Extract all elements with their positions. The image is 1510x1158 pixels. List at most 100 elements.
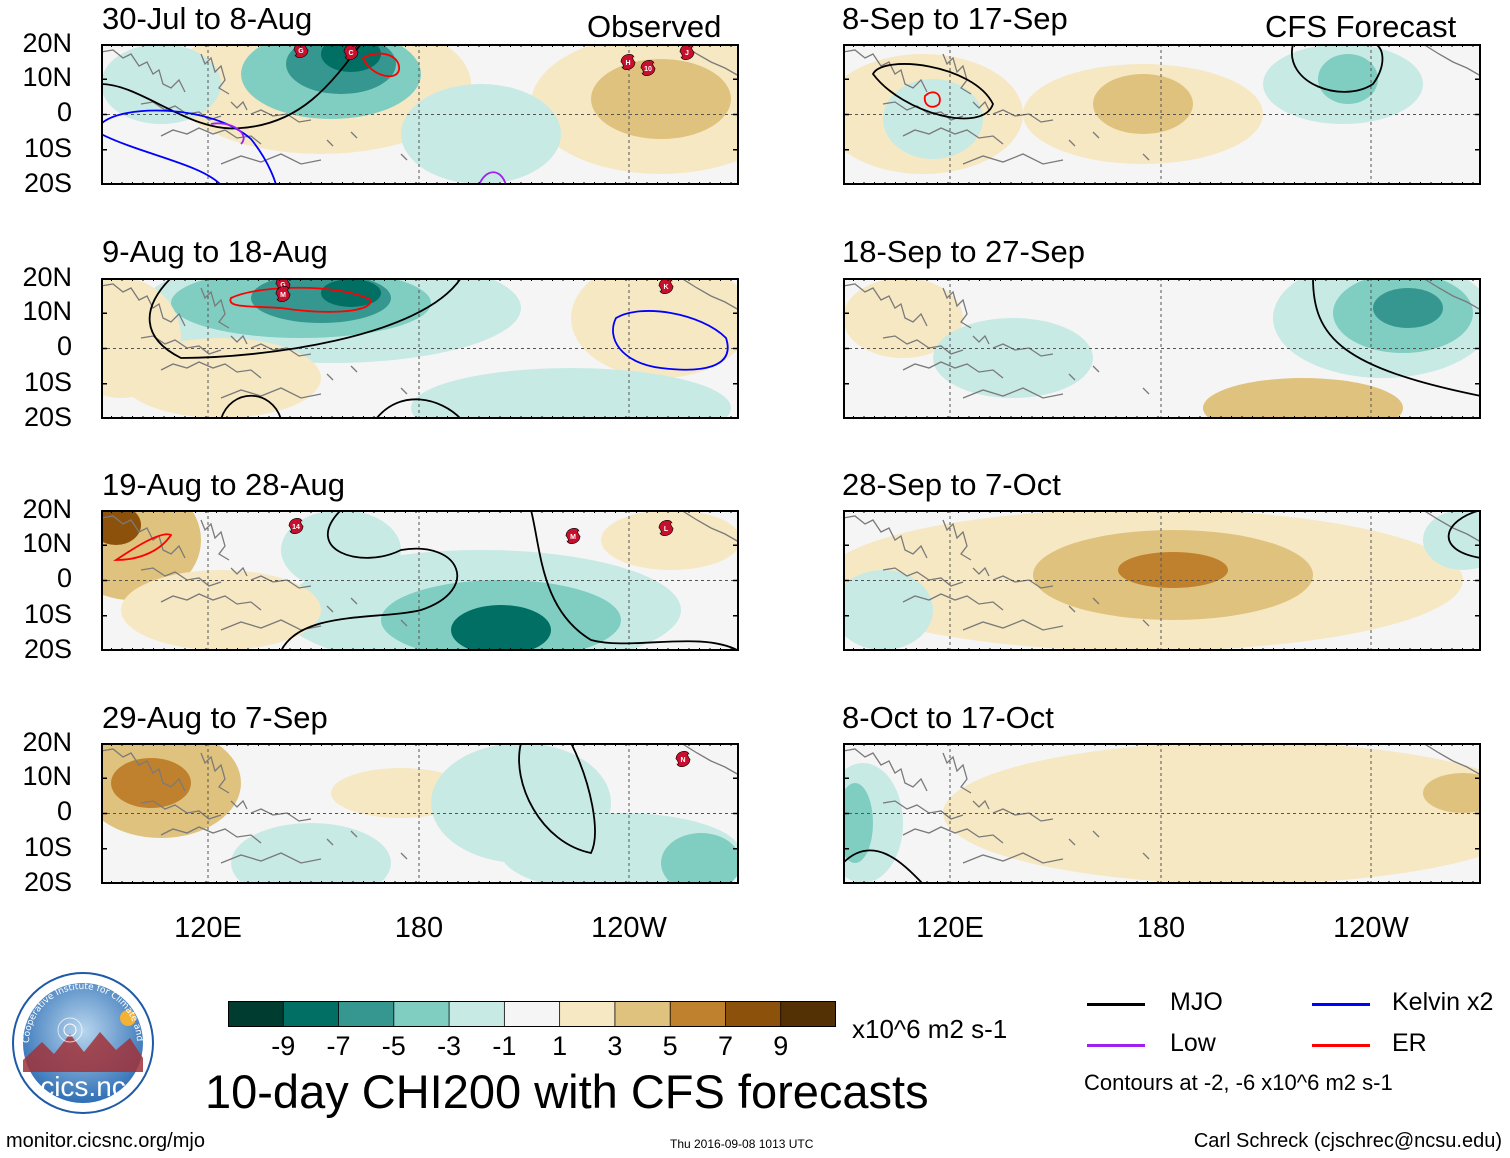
- coastline: [902, 826, 1004, 844]
- colorbar-tick-label: -9: [271, 1031, 296, 1061]
- coastline: [962, 619, 1064, 631]
- anomaly-blob: [111, 758, 191, 808]
- coastline: [1092, 365, 1100, 373]
- map-frame: [101, 743, 739, 884]
- coastline: [350, 365, 358, 373]
- anomaly-blob: [101, 510, 141, 545]
- anomaly-blob: [411, 368, 731, 419]
- coastline: [843, 49, 928, 93]
- coastline: [972, 100, 990, 111]
- map-frame: [101, 278, 739, 419]
- storm-marker: C: [343, 44, 359, 61]
- map-frame: [101, 44, 739, 185]
- colorbar-tick-label: 1: [552, 1031, 568, 1061]
- coastline: [400, 153, 408, 161]
- contour-line: [361, 52, 400, 78]
- lat-label: 10S: [23, 367, 72, 397]
- coastline: [230, 100, 248, 111]
- coastline: [992, 575, 1054, 589]
- map-panel-2: GM K: [101, 278, 739, 419]
- lat-label: 20S: [23, 867, 72, 897]
- coastline: [140, 101, 222, 121]
- contour-line: [843, 849, 924, 884]
- colorbar-tick-label: -5: [381, 1031, 406, 1061]
- coastline: [1092, 131, 1100, 139]
- map-panel-3: 14 M L: [101, 510, 739, 651]
- coastline: [220, 387, 322, 399]
- lon-label-120w: 120W: [591, 912, 667, 944]
- footer-timestamp: Thu 2016-09-08 1013 UTC: [670, 1137, 814, 1151]
- coastline: [843, 515, 928, 559]
- coastline: [400, 619, 408, 627]
- coastline: [160, 593, 262, 611]
- coastline: [882, 567, 964, 587]
- anomaly-blob: [843, 278, 963, 358]
- coastline: [101, 515, 186, 559]
- storm-marker: M: [275, 285, 291, 303]
- map-frame: [843, 510, 1481, 651]
- colorbar-swatch: [228, 1001, 284, 1027]
- coastline: [350, 131, 358, 139]
- legend-label-er: ER: [1392, 1029, 1427, 1057]
- colorbar-tick-label: 5: [662, 1031, 678, 1061]
- lat-label: 0: [56, 97, 72, 127]
- legend-label-kelvin: Kelvin x2: [1392, 988, 1494, 1016]
- coastline: [1142, 387, 1150, 395]
- coastline: [942, 53, 972, 95]
- lat-label: 0: [56, 563, 72, 593]
- contour-line: [518, 743, 596, 855]
- storm-marker: 14: [288, 517, 304, 535]
- contour-line: [113, 533, 173, 561]
- map-panel-8: [843, 743, 1481, 884]
- lat-label: 0: [56, 796, 72, 826]
- lat-label: 10N: [22, 761, 72, 791]
- legend-line-mjo: [1087, 1003, 1145, 1006]
- main-title: 10-day CHI200 with CFS forecasts: [205, 1065, 929, 1118]
- footer-url[interactable]: monitor.cicsnc.org/mjo: [6, 1130, 205, 1152]
- anomaly-blob: [401, 84, 561, 184]
- coastline: [101, 283, 186, 327]
- colorbar-swatch: [449, 1001, 505, 1027]
- storm-label: C: [348, 50, 353, 57]
- lon-label-180: 180: [394, 912, 444, 944]
- coastline: [992, 343, 1054, 357]
- lat-label: 20N: [22, 494, 72, 524]
- footer-credit: Carl Schreck (cjschrec@ncsu.edu): [1193, 1130, 1502, 1152]
- storm-label: 10: [644, 66, 652, 73]
- logo-text: cics.nc: [40, 1071, 126, 1102]
- storm-label: L: [664, 526, 669, 533]
- contour-line: [478, 171, 507, 185]
- storm-label: M: [280, 292, 286, 299]
- contour-line: [148, 278, 462, 359]
- coastline: [250, 575, 312, 589]
- coastline: [220, 852, 322, 864]
- storm-label: J: [685, 50, 689, 57]
- coastline: [1422, 743, 1481, 776]
- coastline: [326, 838, 334, 846]
- anomaly-blob: [451, 605, 551, 651]
- contour-line: [101, 44, 362, 130]
- colorbar-swatch: [393, 1001, 450, 1027]
- panel-title: 18-Sep to 27-Sep: [842, 234, 1086, 269]
- anomaly-blob: [121, 570, 321, 650]
- coastline: [962, 852, 1064, 864]
- colorbar-swatch: [283, 1001, 340, 1027]
- anomaly-blob: [1423, 773, 1481, 813]
- lat-label: 20N: [22, 28, 72, 58]
- coastline: [1422, 510, 1481, 543]
- storm-label: G: [298, 48, 304, 55]
- coastline: [972, 566, 990, 577]
- coastline: [902, 361, 1004, 379]
- coastline: [1092, 597, 1100, 605]
- lat-label: 20N: [22, 727, 72, 757]
- anomaly-blob: [1373, 288, 1443, 328]
- storm-label: M: [570, 534, 576, 541]
- coastline: [972, 334, 990, 345]
- colorbar-swatch: [614, 1001, 671, 1027]
- coastline: [1068, 373, 1076, 381]
- coastline: [230, 566, 248, 577]
- anomaly-blob: [1318, 54, 1378, 104]
- legend-line-low: [1087, 1044, 1145, 1047]
- map-frame: [843, 743, 1481, 884]
- coastline: [992, 109, 1054, 123]
